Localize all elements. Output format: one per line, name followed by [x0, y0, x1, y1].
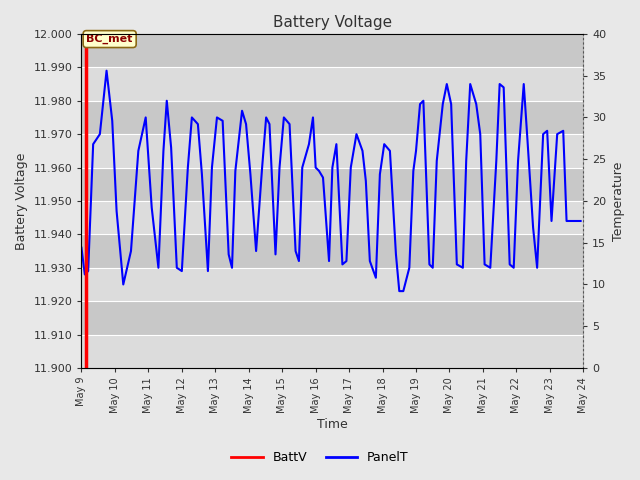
Bar — [81, 201, 583, 234]
Legend: BattV, PanelT: BattV, PanelT — [227, 446, 413, 469]
Text: BC_met: BC_met — [86, 34, 133, 44]
Bar — [81, 101, 583, 134]
Bar — [81, 67, 583, 101]
Bar — [81, 234, 583, 268]
Bar — [81, 34, 583, 67]
Title: Battery Voltage: Battery Voltage — [273, 15, 392, 30]
Bar — [81, 335, 583, 368]
X-axis label: Time: Time — [317, 419, 348, 432]
Bar — [81, 268, 583, 301]
Bar — [81, 301, 583, 335]
Bar — [81, 134, 583, 168]
Bar — [81, 168, 583, 201]
Y-axis label: Battery Voltage: Battery Voltage — [15, 152, 28, 250]
Y-axis label: Temperature: Temperature — [612, 161, 625, 240]
